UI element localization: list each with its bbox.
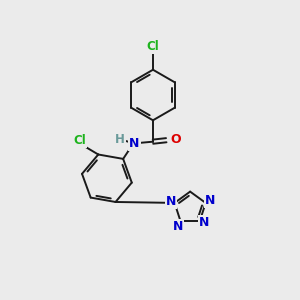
Text: Cl: Cl — [74, 134, 86, 147]
Text: O: O — [171, 133, 182, 146]
Text: N: N — [166, 195, 176, 208]
Text: Cl: Cl — [147, 40, 159, 53]
Text: H: H — [115, 133, 124, 146]
Text: N: N — [205, 194, 216, 207]
Text: N: N — [173, 220, 183, 233]
Text: N: N — [199, 216, 210, 229]
Text: N: N — [129, 137, 140, 150]
